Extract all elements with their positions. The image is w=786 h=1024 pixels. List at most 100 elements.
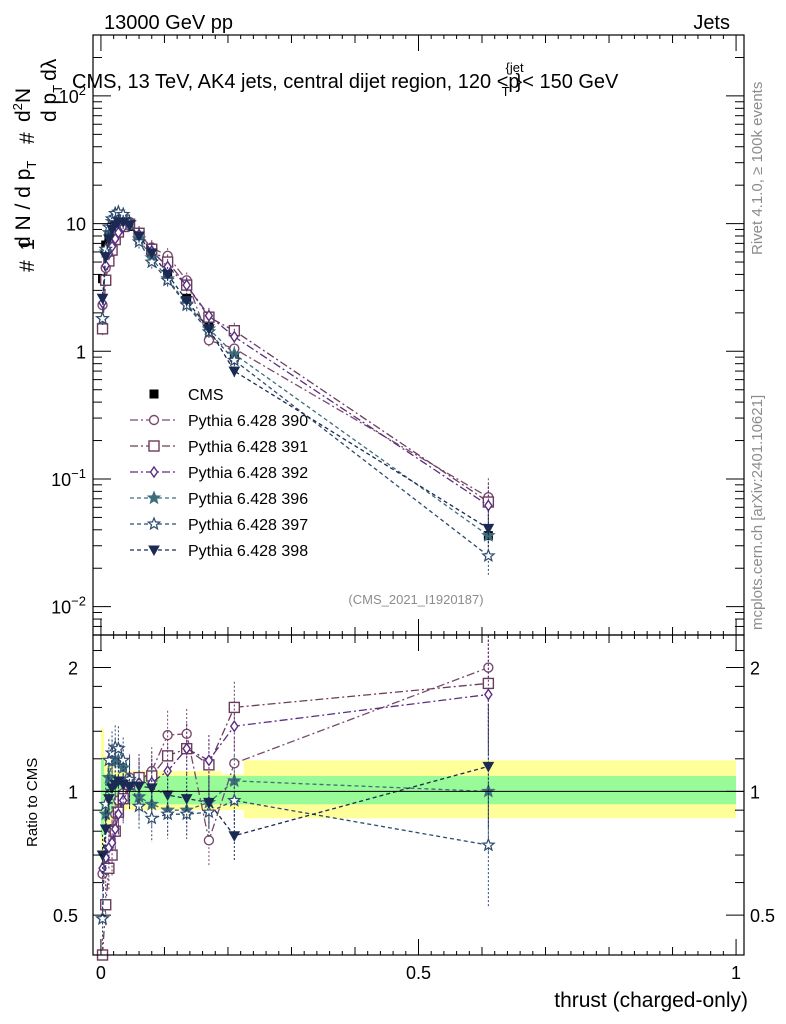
plot-title-sup: {jet xyxy=(506,60,524,75)
mcplots-label: mcplots.cern.ch [arXiv:2401.10621] xyxy=(749,395,766,630)
series-point-5 xyxy=(123,220,136,231)
legend-label-cms: CMS xyxy=(188,387,224,404)
series-point-4 xyxy=(95,311,110,325)
series-line-5 xyxy=(101,221,489,529)
plot-title-sub: T xyxy=(502,84,510,99)
ratio-point-2 xyxy=(204,754,214,767)
legend-label-4: Pythia 6.428 397 xyxy=(188,517,308,534)
ratio-point-2 xyxy=(107,836,117,849)
series-line-1 xyxy=(101,223,489,503)
ratio-point-1 xyxy=(100,899,112,911)
ratio-point-5 xyxy=(482,761,495,773)
series-pythia-5 xyxy=(96,214,495,548)
ratio-point-5 xyxy=(180,794,193,805)
y-tick-label-2: 1 xyxy=(76,342,86,362)
ratio-point-5 xyxy=(203,797,215,809)
ratio-point-2 xyxy=(229,720,239,733)
ratio-tick-label-right-2: 2 xyxy=(750,659,760,679)
header-left: 13000 GeV pp xyxy=(104,12,233,34)
ratio-point-5 xyxy=(133,781,145,793)
ratio-point-5 xyxy=(99,824,112,836)
rivet-version-label: Rivet 4.1.0, ≥ 100k events xyxy=(749,82,766,255)
ratio-point-1 xyxy=(228,701,241,714)
series-point-1 xyxy=(100,274,112,286)
series-point-1 xyxy=(96,323,109,335)
series-point-5 xyxy=(96,293,109,305)
ratio-point-4 xyxy=(179,806,194,821)
x-axis-label: thrust (charged-only) xyxy=(554,989,748,1012)
ylabel-hash2: # xyxy=(16,132,39,144)
band-inner-1 xyxy=(104,774,114,811)
legend-marker-0 xyxy=(148,414,160,426)
ratio-point-2 xyxy=(118,794,128,807)
series-point-5 xyxy=(145,248,158,259)
legend-marker-1 xyxy=(148,440,160,452)
ratio-tick-label-left-2: 2 xyxy=(68,659,78,679)
series-point-2 xyxy=(204,309,214,322)
ylabel-dn2: d2N xyxy=(10,88,35,122)
x-tick-label-1: 0.5 xyxy=(406,963,431,983)
ratio-point-2 xyxy=(110,822,120,836)
series-point-2 xyxy=(107,240,117,253)
legend-label-5: Pythia 6.428 398 xyxy=(188,543,308,560)
ylabel-frac1: 1 xyxy=(16,239,39,251)
band-inner-2 xyxy=(113,775,737,805)
ylabel-dn: d N / d pT xyxy=(12,161,39,248)
y-tick-label-4: 102 xyxy=(59,83,86,107)
legend: CMS Pythia 6.428 390 Pythia 6.428 391 Pythi… xyxy=(130,387,308,560)
series-point-2 xyxy=(229,330,239,343)
series-point-4 xyxy=(115,206,131,221)
legend-label-3: Pythia 6.428 396 xyxy=(188,491,308,508)
legend-label-2: Pythia 6.428 392 xyxy=(188,465,308,482)
ratio-point-4 xyxy=(481,837,496,852)
series-point-2 xyxy=(182,278,192,292)
legend-marker-5 xyxy=(148,545,160,557)
ylabel-hash1: # xyxy=(16,260,39,272)
ylabel-dpt: d pTdλ xyxy=(38,58,65,122)
ratio-point-4 xyxy=(101,752,117,767)
ratio-point-2 xyxy=(114,807,123,821)
ratio-point-5 xyxy=(145,783,158,794)
legend-marker-cms xyxy=(149,389,159,399)
series-point-5 xyxy=(161,269,174,281)
series-point-4 xyxy=(144,254,160,269)
ratio-point-4 xyxy=(160,806,175,821)
header-right: Jets xyxy=(693,12,730,34)
legend-label-1: Pythia 6.428 391 xyxy=(188,439,308,456)
series-point-2 xyxy=(114,226,123,239)
series-point-5 xyxy=(99,252,112,263)
cms-uncertainty-bands xyxy=(100,728,737,883)
series-layer xyxy=(95,204,496,961)
plot-title-main: CMS, 13 TeV, AK4 jets, central dijet reg… xyxy=(72,71,520,93)
y-tick-label-0: 10−2 xyxy=(51,594,86,618)
legend-label-0: Pythia 6.428 390 xyxy=(188,413,308,430)
ratio-point-4 xyxy=(131,798,147,813)
series-point-5 xyxy=(203,324,215,335)
x-tick-label-0: 0 xyxy=(96,963,106,983)
legend-marker-4 xyxy=(146,516,162,531)
ratio-point-2 xyxy=(484,688,493,701)
ratio-tick-label-right-1: 1 xyxy=(750,782,760,802)
ratio-point-4 xyxy=(95,911,110,925)
ratio-point-5 xyxy=(123,781,136,793)
svg-text:# 1: # 1 xyxy=(16,239,39,272)
series-point-5 xyxy=(482,523,495,535)
axis-ticks: 0 0.5 1 10−2 10−1 1 10 102 0.5 0.5 1 1 2 2 xyxy=(51,34,775,983)
legend-marker-2 xyxy=(149,465,159,479)
ratio-point-0 xyxy=(203,835,215,846)
y-axis-label-bottom: Ratio to CMS xyxy=(24,758,41,847)
ratio-tick-label-right-0: 0.5 xyxy=(750,906,775,926)
y-axis-label-top: # 1 d N / d pT # d2N d pTdλ xyxy=(10,58,65,272)
x-tick-label-2: 1 xyxy=(731,963,741,983)
plot-title: CMS, 13 TeV, AK4 jets, central dijet reg… xyxy=(72,60,619,99)
ratio-series-pythia-4 xyxy=(95,725,496,939)
series-point-4 xyxy=(481,548,496,563)
legend-marker-3 xyxy=(146,490,162,505)
ratio-point-5 xyxy=(103,794,115,805)
ratio-tick-label-left-1: 1 xyxy=(68,782,78,802)
ratio-series-pythia-5 xyxy=(96,705,495,876)
ratio-point-4 xyxy=(144,810,160,825)
y-tick-label-3: 10 xyxy=(66,215,86,235)
ratio-point-5 xyxy=(228,831,241,842)
